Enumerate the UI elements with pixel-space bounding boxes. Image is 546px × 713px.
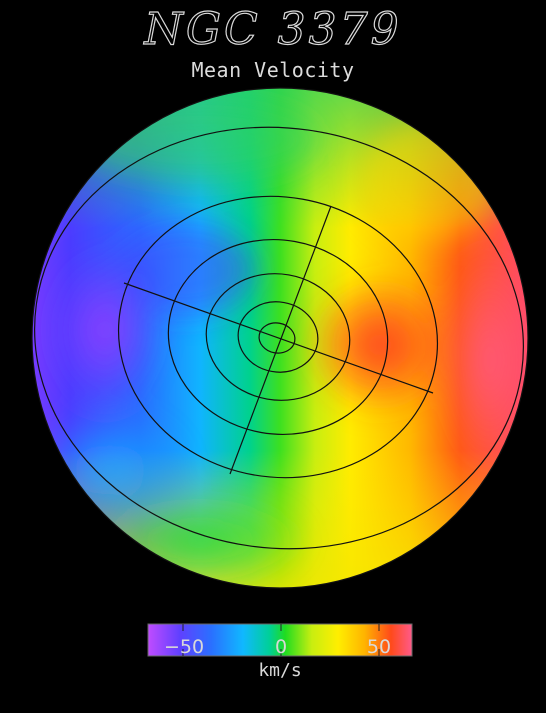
galaxy-title: NGC 3379: [144, 3, 402, 55]
isophote-rings: [31, 87, 529, 589]
colorbar-tick-label: 50: [366, 636, 392, 658]
colorbar-unit-label: km/s: [258, 660, 302, 681]
axis-lines: [123, 205, 434, 475]
colorbar-ticks: [182, 624, 380, 656]
colorbar-tick-label: −50: [163, 636, 205, 658]
colorbar-tick-label: 0: [274, 636, 288, 658]
map-subtitle: Mean Velocity: [191, 58, 355, 82]
colorbar: [147, 623, 413, 657]
